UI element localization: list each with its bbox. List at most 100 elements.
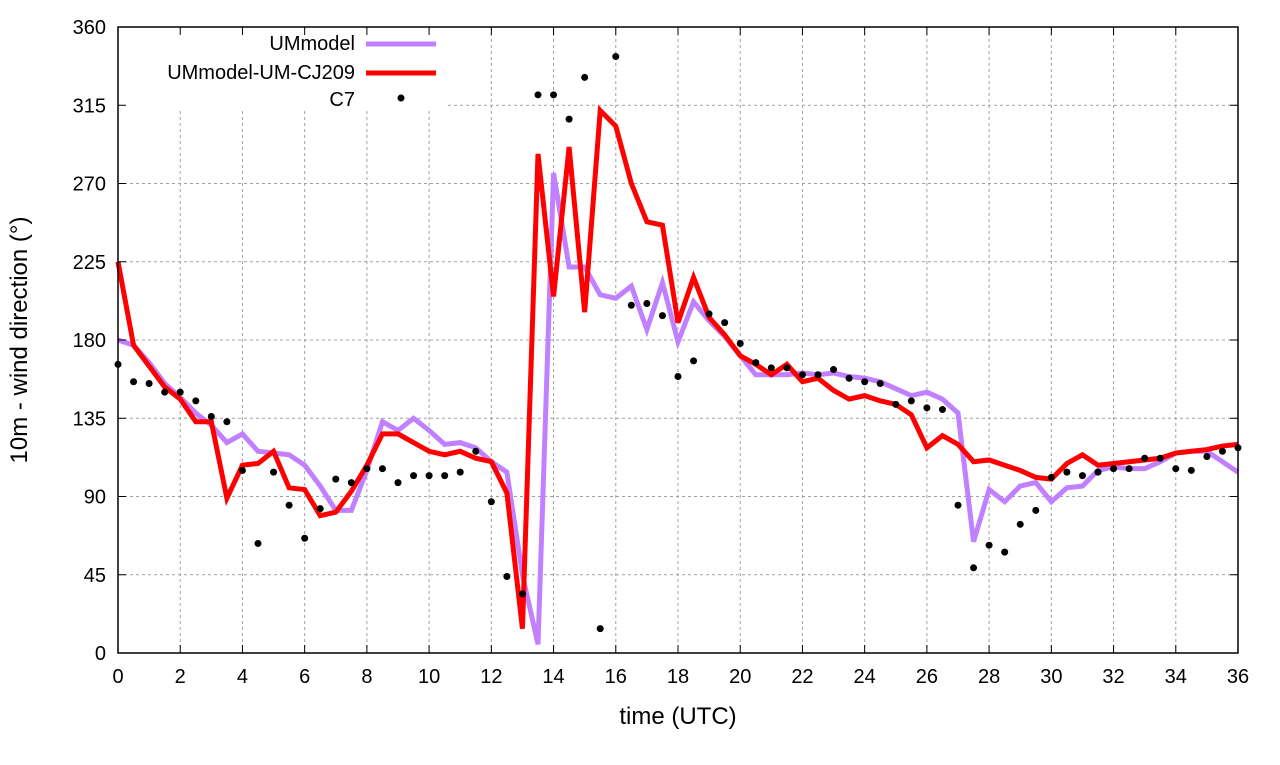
series-line-ummodel — [117, 172, 1240, 645]
data-point-c7 — [814, 371, 822, 379]
data-point-c7 — [798, 371, 806, 379]
x-tick-label: 34 — [1165, 666, 1187, 688]
data-point-c7 — [1203, 453, 1211, 461]
data-point-c7 — [378, 465, 386, 473]
data-point-c7 — [192, 397, 200, 405]
data-point-c7 — [425, 472, 433, 480]
x-tick-label: 10 — [418, 666, 440, 688]
x-tick-label: 8 — [361, 666, 372, 688]
data-point-c7 — [207, 413, 215, 421]
data-point-c7 — [876, 379, 884, 387]
data-point-c7 — [1032, 506, 1040, 514]
y-tick-label: 180 — [73, 330, 106, 352]
data-point-c7 — [985, 541, 993, 549]
data-point-c7 — [472, 447, 480, 455]
x-tick-label: 26 — [916, 666, 938, 688]
y-tick-label: 360 — [73, 17, 106, 39]
x-tick-label: 14 — [542, 666, 564, 688]
data-point-c7 — [923, 404, 931, 412]
data-point-c7 — [783, 364, 791, 372]
data-point-c7 — [270, 468, 278, 476]
data-point-c7 — [487, 498, 495, 506]
data-point-c7 — [1125, 465, 1133, 473]
y-tick-label: 0 — [95, 643, 106, 665]
x-tick-label: 12 — [480, 666, 502, 688]
y-tick-label: 225 — [73, 252, 106, 274]
data-point-c7 — [176, 388, 184, 396]
legend-label-ummodel: UMmodel — [269, 33, 355, 55]
data-point-c7 — [830, 366, 838, 374]
data-point-c7 — [1063, 468, 1071, 476]
data-point-c7 — [130, 378, 138, 386]
data-point-c7 — [1094, 468, 1102, 476]
data-point-c7 — [1047, 473, 1055, 481]
data-point-c7 — [1016, 520, 1024, 528]
data-point-c7 — [301, 534, 309, 542]
data-point-c7 — [721, 319, 729, 327]
y-tick-label: 315 — [73, 95, 106, 117]
data-point-c7 — [238, 466, 246, 474]
data-point-c7 — [892, 400, 900, 408]
data-point-c7 — [223, 418, 231, 426]
data-point-c7 — [612, 53, 620, 61]
data-point-c7 — [705, 310, 713, 318]
x-tick-label: 32 — [1102, 666, 1124, 688]
data-point-c7 — [861, 378, 869, 386]
y-tick-label: 45 — [84, 565, 106, 587]
x-tick-label: 0 — [112, 666, 123, 688]
data-point-c7 — [752, 359, 760, 367]
x-tick-label: 2 — [175, 666, 186, 688]
data-point-c7 — [145, 379, 153, 387]
data-point-c7 — [363, 465, 371, 473]
data-point-c7 — [394, 479, 402, 487]
y-tick-label: 90 — [84, 487, 106, 509]
data-point-c7 — [938, 406, 946, 414]
data-point-c7 — [690, 357, 698, 365]
x-tick-label: 16 — [605, 666, 627, 688]
y-tick-label: 135 — [73, 408, 106, 430]
x-tick-label: 6 — [299, 666, 310, 688]
data-point-c7 — [332, 475, 340, 483]
legend-label-c7: C7 — [329, 89, 355, 111]
x-tick-label: 18 — [667, 666, 689, 688]
series-layer — [114, 53, 1242, 645]
data-point-c7 — [767, 364, 775, 372]
data-point-c7 — [503, 572, 511, 580]
data-point-c7 — [441, 472, 449, 480]
data-point-c7 — [1141, 454, 1149, 462]
x-axis-label: time (UTC) — [619, 703, 736, 730]
x-tick-label: 4 — [237, 666, 248, 688]
data-point-c7 — [534, 91, 542, 99]
data-point-c7 — [1218, 447, 1226, 455]
x-tick-label: 28 — [978, 666, 1000, 688]
y-tick-label: 270 — [73, 174, 106, 196]
y-axis-label: 10m - wind direction (°) — [6, 216, 33, 463]
data-point-c7 — [161, 388, 169, 396]
x-tick-label: 20 — [729, 666, 751, 688]
legend-swatch-c7 — [397, 94, 405, 102]
x-tick-label: 30 — [1040, 666, 1062, 688]
data-point-c7 — [954, 501, 962, 509]
x-tick-label: 22 — [791, 666, 813, 688]
data-point-c7 — [581, 73, 589, 81]
data-point-c7 — [970, 564, 978, 572]
data-point-c7 — [627, 301, 635, 309]
data-point-c7 — [565, 115, 573, 123]
data-point-c7 — [1078, 472, 1086, 480]
data-point-c7 — [658, 312, 666, 320]
x-tick-label: 36 — [1227, 666, 1249, 688]
data-point-c7 — [736, 339, 744, 347]
legend: UMmodel UMmodel-UM-CJ209 C7 — [120, 29, 448, 111]
data-point-c7 — [254, 539, 262, 547]
data-point-c7 — [456, 468, 464, 476]
data-point-c7 — [410, 472, 418, 480]
data-point-c7 — [907, 397, 915, 405]
data-point-c7 — [1156, 454, 1164, 462]
data-point-c7 — [1001, 548, 1009, 556]
data-point-c7 — [643, 299, 651, 307]
data-point-c7 — [1110, 465, 1118, 473]
tick-labels: 0 2 4 6 8 10 12 14 16 18 20 22 24 26 28 30 32 34 360459013… — [73, 17, 1250, 688]
data-point-c7 — [845, 374, 853, 382]
legend-label-cj209: UMmodel-UM-CJ209 — [167, 62, 355, 84]
